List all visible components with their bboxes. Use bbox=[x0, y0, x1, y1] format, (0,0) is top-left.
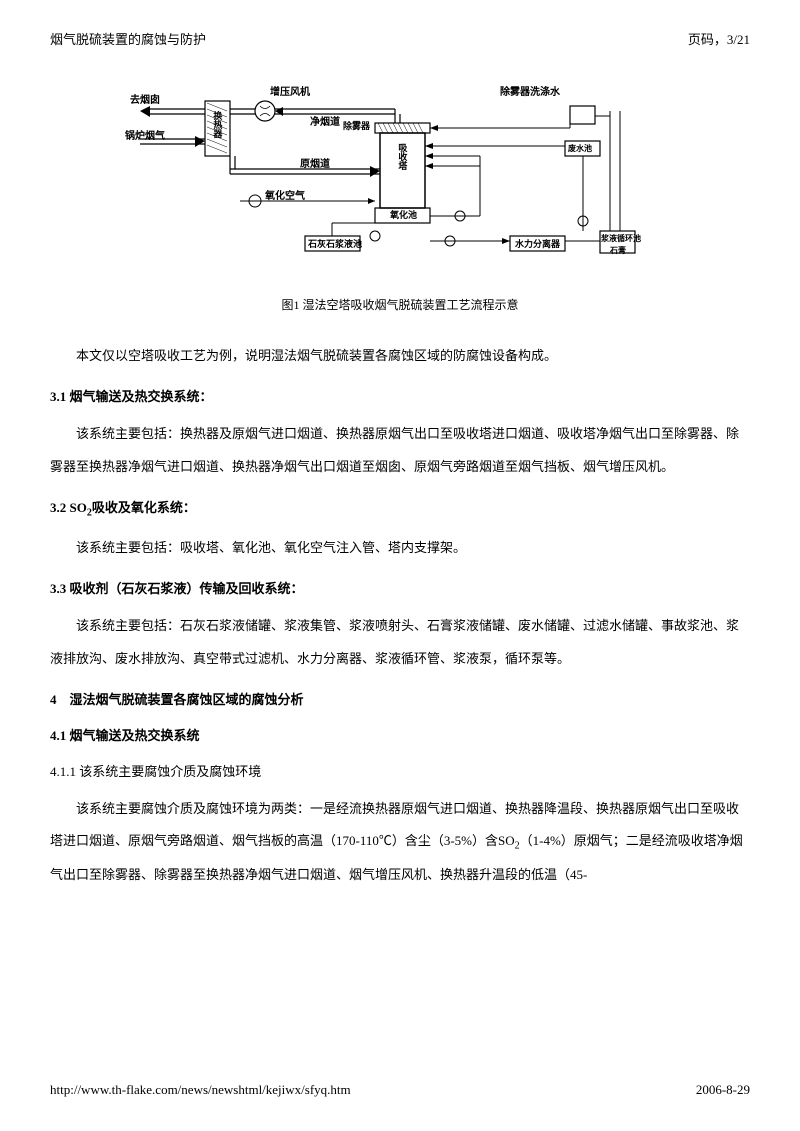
footer-url: http://www.th-flake.com/news/newshtml/ke… bbox=[50, 1080, 351, 1101]
heading-3-2: 3.2 SO2吸收及氧化系统： bbox=[50, 498, 750, 522]
label-oxidation-air: 氧化空气 bbox=[265, 189, 305, 205]
label-demister-wash: 除雾器洗涤水 bbox=[500, 85, 560, 101]
text-3-1: 该系统主要包括：换热器及原烟气进口烟道、换热器原烟气出口至吸收塔进口烟道、吸收塔… bbox=[50, 418, 750, 483]
header-page-info: 页码，3/21 bbox=[688, 30, 750, 51]
label-gypsum: 石膏 bbox=[610, 245, 626, 258]
label-raw-flue: 原烟道 bbox=[300, 157, 330, 173]
heading-3-1: 3.1 烟气输送及热交换系统： bbox=[50, 387, 750, 408]
text-3-2: 该系统主要包括：吸收塔、氧化池、氧化空气注入管、塔内支撑架。 bbox=[50, 532, 750, 565]
header-title: 烟气脱硫装置的腐蚀与防护 bbox=[50, 30, 206, 51]
label-to-chimney: 去烟囱 bbox=[130, 93, 160, 109]
heading-4: 4 湿法烟气脱硫装置各腐蚀区域的腐蚀分析 bbox=[50, 690, 750, 711]
label-absorption-tower: 吸收塔 bbox=[395, 143, 409, 170]
intro-paragraph: 本文仅以空塔吸收工艺为例，说明湿法烟气脱硫装置各腐蚀区域的防腐蚀设备构成。 bbox=[50, 340, 750, 373]
label-hydraulic-sep: 水力分离器 bbox=[515, 237, 560, 251]
text-4-1-1: 该系统主要腐蚀介质及腐蚀环境为两类：一是经流换热器原烟气进口烟道、换热器降温段、… bbox=[50, 793, 750, 892]
label-boiler-flue: 锅炉烟气 bbox=[125, 129, 165, 145]
label-limestone: 石灰石浆液池 bbox=[308, 237, 362, 251]
label-water-tank: 废水池 bbox=[568, 143, 592, 156]
page-footer: http://www.th-flake.com/news/newshtml/ke… bbox=[50, 1080, 750, 1101]
process-flow-diagram: 去烟囱 增压风机 除雾器洗涤水 换热器 净烟道 除雾器 锅炉烟气 吸收塔 原烟道… bbox=[120, 81, 680, 281]
heading-4-1: 4.1 烟气输送及热交换系统 bbox=[50, 726, 750, 747]
footer-date: 2006-8-29 bbox=[696, 1080, 750, 1101]
label-booster-fan: 增压风机 bbox=[270, 85, 310, 101]
figure-caption: 图1 湿法空塔吸收烟气脱硫装置工艺流程示意 bbox=[50, 296, 750, 315]
label-clean-flue: 净烟道 bbox=[310, 115, 340, 131]
text-3-3: 该系统主要包括：石灰石浆液储罐、浆液集管、浆液喷射头、石膏浆液储罐、废水储罐、过… bbox=[50, 610, 750, 675]
heading-4-1-1: 4.1.1 该系统主要腐蚀介质及腐蚀环境 bbox=[50, 762, 750, 783]
label-heat-exchanger: 换热器 bbox=[210, 111, 224, 138]
label-demister: 除雾器 bbox=[343, 119, 370, 133]
label-recycle: 浆液循环池 bbox=[601, 233, 641, 246]
heading-3-3: 3.3 吸收剂（石灰石浆液）传输及回收系统： bbox=[50, 579, 750, 600]
page-header: 烟气脱硫装置的腐蚀与防护 页码，3/21 bbox=[50, 30, 750, 51]
label-oxidation-tank: 氧化池 bbox=[390, 208, 417, 222]
